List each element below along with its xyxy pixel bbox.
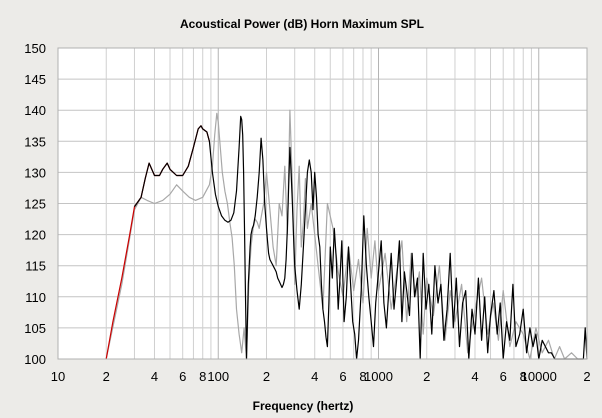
y-tick-label-105: 105	[24, 321, 46, 336]
y-tick-label-115: 115	[25, 259, 46, 274]
y-tick-label-100: 100	[24, 352, 46, 367]
x-tick-label-10000: 10000	[521, 369, 557, 384]
chart-title: Acoustical Power (dB) Horn Maximum SPL	[180, 17, 424, 31]
y-tick-label-135: 135	[24, 134, 46, 149]
x-tick-label-10: 10	[51, 369, 65, 384]
x-tick-label-2000: 2	[423, 369, 430, 384]
y-axis: 100 105 110 115 120 125 130 135 140 145 150	[24, 41, 46, 367]
x-tick-label-20000: 2	[583, 369, 590, 384]
y-tick-label-130: 130	[24, 165, 46, 180]
y-tick-label-120: 120	[24, 228, 46, 243]
x-tick-label-1000: 1000	[364, 369, 393, 384]
x-tick-label-80: 8	[199, 369, 206, 384]
plot-border	[57, 47, 588, 360]
x-tick-label-600: 6	[339, 369, 346, 384]
series-layer	[105, 109, 588, 360]
x-tick-label-40: 4	[151, 369, 158, 384]
series-line-0	[105, 109, 587, 360]
x-axis-label: Frequency (hertz)	[253, 399, 354, 413]
series-line-2	[134, 115, 588, 360]
y-tick-label-145: 145	[24, 72, 46, 87]
x-tick-label-60: 6	[179, 369, 186, 384]
y-tick-label-140: 140	[24, 103, 46, 118]
y-tick-label-150: 150	[24, 41, 46, 56]
y-tick-label-110: 110	[25, 290, 46, 305]
x-tick-label-4000: 4	[471, 369, 478, 384]
x-tick-label-100: 100	[207, 369, 229, 384]
x-tick-label-400: 4	[311, 369, 318, 384]
x-tick-label-8000: 8	[520, 369, 527, 384]
x-tick-label-800: 8	[359, 369, 366, 384]
x-tick-label-6000: 6	[500, 369, 507, 384]
x-tick-label-20: 2	[103, 369, 110, 384]
x-tick-label-200: 2	[263, 369, 270, 384]
y-tick-label-125: 125	[24, 197, 46, 212]
